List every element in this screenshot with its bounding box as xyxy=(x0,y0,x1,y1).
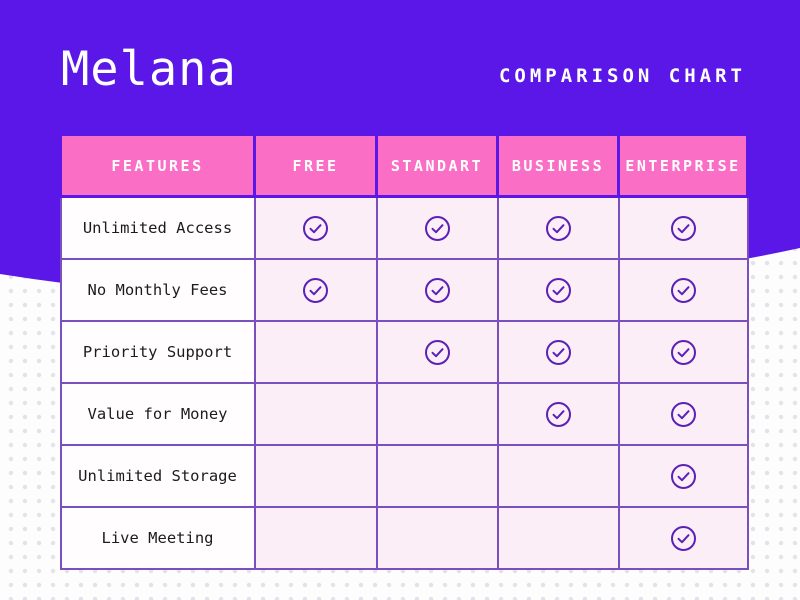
check-cell-empty xyxy=(375,444,499,508)
check-cell-included xyxy=(496,320,620,384)
column-header-standart: STANDART xyxy=(375,133,499,198)
page-header: Melana COMPARISON CHART xyxy=(61,44,746,96)
check-cell-included xyxy=(617,506,749,570)
feature-label: Live Meeting xyxy=(59,506,256,570)
check-circle-icon xyxy=(302,277,329,303)
check-circle-icon xyxy=(670,215,697,241)
check-cell-included xyxy=(375,320,499,384)
table-row: No Monthly Fees xyxy=(59,258,749,322)
check-cell-included xyxy=(617,382,749,446)
feature-label: Unlimited Storage xyxy=(59,444,256,508)
check-cell-empty xyxy=(253,444,378,508)
table-header-row: FEATURES FREE STANDART BUSINESS ENTERPRI… xyxy=(59,133,749,198)
check-cell-included xyxy=(617,195,749,260)
check-circle-icon xyxy=(424,215,451,241)
check-cell-included xyxy=(375,258,499,322)
check-cell-empty xyxy=(375,382,499,446)
table-row: Unlimited Access xyxy=(59,195,749,260)
check-cell-included xyxy=(496,195,620,260)
table-row: Priority Support xyxy=(59,320,749,384)
check-circle-icon xyxy=(545,215,572,241)
table-row: Live Meeting xyxy=(59,506,749,570)
check-cell-included xyxy=(617,444,749,508)
check-cell-included xyxy=(253,258,378,322)
check-circle-icon xyxy=(670,525,697,551)
feature-label: No Monthly Fees xyxy=(59,258,256,322)
column-header-features: FEATURES xyxy=(59,133,256,198)
check-cell-empty xyxy=(496,444,620,508)
check-cell-empty xyxy=(496,506,620,570)
comparison-table: FEATURES FREE STANDART BUSINESS ENTERPRI… xyxy=(59,133,749,570)
check-circle-icon xyxy=(545,339,572,365)
check-circle-icon xyxy=(670,401,697,427)
check-circle-icon xyxy=(670,277,697,303)
check-cell-empty xyxy=(375,506,499,570)
table-row: Value for Money xyxy=(59,382,749,446)
check-cell-empty xyxy=(253,320,378,384)
page-subtitle: COMPARISON CHART xyxy=(498,64,746,87)
check-circle-icon xyxy=(545,401,572,427)
column-header-business: BUSINESS xyxy=(496,133,620,198)
column-header-enterprise: ENTERPRISE xyxy=(617,133,749,198)
check-circle-icon xyxy=(302,215,329,241)
feature-label: Value for Money xyxy=(59,382,256,446)
check-cell-included xyxy=(617,320,749,384)
check-circle-icon xyxy=(670,463,697,489)
table-row: Unlimited Storage xyxy=(59,444,749,508)
page-title: Melana xyxy=(61,42,237,97)
check-circle-icon xyxy=(545,277,572,303)
check-cell-included xyxy=(617,258,749,322)
check-cell-included xyxy=(496,258,620,322)
check-cell-included xyxy=(375,195,499,260)
check-cell-empty xyxy=(253,382,378,446)
column-header-free: FREE xyxy=(253,133,378,198)
feature-label: Priority Support xyxy=(59,320,256,384)
check-cell-included xyxy=(253,195,378,260)
feature-label: Unlimited Access xyxy=(59,195,256,260)
check-circle-icon xyxy=(424,277,451,303)
check-circle-icon xyxy=(424,339,451,365)
check-circle-icon xyxy=(670,339,697,365)
check-cell-empty xyxy=(253,506,378,570)
check-cell-included xyxy=(496,382,620,446)
